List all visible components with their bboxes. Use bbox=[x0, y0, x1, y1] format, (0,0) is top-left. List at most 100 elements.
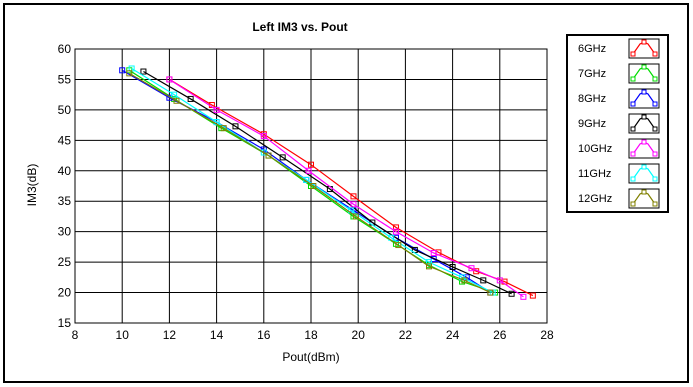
data-point bbox=[260, 133, 267, 140]
x-tick-label: 10 bbox=[116, 328, 130, 342]
tick-labels: 8 10 12 14 16 18 20 22 24 26 28 15 20 25 30 35 40 45 50 55 6… bbox=[58, 42, 554, 342]
series-line bbox=[169, 78, 534, 297]
plot-area-border bbox=[74, 48, 548, 324]
legend-swatch bbox=[628, 138, 660, 159]
data-point bbox=[126, 70, 133, 77]
series-layer bbox=[119, 65, 536, 300]
legend-item-7GHz: 7GHz bbox=[578, 63, 660, 84]
legend-label: 7GHz bbox=[578, 68, 606, 80]
data-point bbox=[220, 125, 227, 132]
x-tick-label: 20 bbox=[352, 328, 366, 342]
series-11GHz bbox=[128, 65, 496, 296]
data-point bbox=[496, 277, 503, 284]
legend-item-6GHz: 6GHz bbox=[578, 38, 660, 59]
x-tick-label: 18 bbox=[304, 328, 318, 342]
data-point bbox=[430, 249, 437, 256]
legend-item-11GHz: 11GHz bbox=[578, 163, 660, 184]
series-line bbox=[128, 72, 491, 294]
data-point bbox=[310, 183, 317, 189]
series-10GHz bbox=[166, 76, 527, 300]
legend-label: 10GHz bbox=[578, 143, 612, 155]
legend-marker bbox=[630, 76, 636, 82]
x-tick-label: 8 bbox=[72, 328, 79, 342]
y-tick-label: 45 bbox=[58, 133, 72, 147]
x-axis-title: Pout(dBm) bbox=[282, 350, 339, 364]
data-point bbox=[468, 265, 475, 272]
legend-swatch bbox=[628, 113, 660, 134]
legend-swatch bbox=[628, 163, 660, 184]
data-point bbox=[529, 292, 536, 299]
data-point bbox=[140, 68, 147, 75]
y-tick-label: 40 bbox=[58, 164, 72, 178]
y-tick-label: 15 bbox=[58, 316, 72, 330]
legend-marker bbox=[630, 51, 636, 57]
data-point bbox=[520, 293, 527, 300]
y-tick-label: 50 bbox=[58, 103, 72, 117]
legend-item-12GHz: 12GHz bbox=[578, 188, 660, 209]
data-point bbox=[173, 97, 180, 104]
legend-item-9GHz: 9GHz bbox=[578, 113, 660, 134]
legend-swatch bbox=[628, 188, 660, 209]
x-tick-label: 14 bbox=[210, 328, 224, 342]
legend-label: 11GHz bbox=[578, 168, 611, 180]
series-12GHz bbox=[126, 70, 494, 296]
legend-marker bbox=[641, 139, 647, 145]
data-point bbox=[392, 224, 399, 231]
y-tick-label: 60 bbox=[58, 42, 72, 56]
legend-marker bbox=[652, 101, 658, 107]
data-point bbox=[352, 213, 359, 220]
legend-marker bbox=[641, 189, 647, 195]
y-tick-label: 30 bbox=[58, 225, 72, 239]
legend-marker bbox=[630, 201, 636, 207]
x-tick-label: 28 bbox=[540, 328, 554, 342]
data-point bbox=[426, 263, 432, 270]
data-point bbox=[395, 242, 402, 249]
series-line bbox=[169, 78, 524, 298]
legend-marker bbox=[652, 201, 658, 207]
legend-item-8GHz: 8GHz bbox=[578, 88, 660, 109]
data-point bbox=[232, 123, 239, 130]
legend-swatch bbox=[628, 88, 660, 109]
legend-swatch bbox=[628, 38, 660, 59]
y-tick-label: 55 bbox=[58, 72, 72, 86]
legend-label: 12GHz bbox=[578, 193, 612, 205]
legend-label: 6GHz bbox=[578, 43, 606, 55]
x-tick-label: 22 bbox=[399, 328, 413, 342]
chart-title: Left IM3 vs. Pout bbox=[252, 20, 347, 34]
data-point bbox=[508, 290, 515, 297]
legend-marker bbox=[652, 76, 658, 82]
data-point bbox=[265, 152, 272, 159]
data-point bbox=[308, 161, 314, 168]
series-7GHz bbox=[126, 67, 499, 296]
legend-marker bbox=[652, 151, 658, 157]
y-tick-label: 20 bbox=[58, 286, 72, 300]
data-point bbox=[171, 91, 178, 98]
data-point bbox=[350, 193, 357, 200]
data-point bbox=[350, 201, 357, 208]
legend-label: 9GHz bbox=[578, 118, 606, 130]
legend-marker bbox=[652, 126, 658, 132]
x-tick-label: 24 bbox=[446, 328, 460, 342]
y-axis-title: IM3(dB) bbox=[25, 164, 39, 207]
y-tick-label: 25 bbox=[58, 255, 72, 269]
legend-marker bbox=[630, 151, 636, 157]
data-point bbox=[449, 263, 456, 270]
legend-marker bbox=[641, 114, 647, 120]
series-line bbox=[131, 67, 493, 294]
data-point bbox=[187, 95, 194, 102]
legend-marker bbox=[630, 101, 636, 107]
data-point bbox=[305, 167, 312, 174]
x-tick-label: 12 bbox=[163, 328, 177, 342]
data-point bbox=[392, 228, 399, 235]
legend-marker bbox=[652, 176, 658, 182]
legend-marker bbox=[641, 164, 647, 170]
x-tick-label: 26 bbox=[493, 328, 507, 342]
data-point bbox=[260, 149, 267, 156]
data-point bbox=[119, 67, 126, 74]
legend-marker bbox=[630, 126, 636, 132]
data-point bbox=[279, 154, 286, 161]
series-line bbox=[143, 71, 512, 295]
data-point bbox=[480, 277, 487, 284]
legend-swatch bbox=[628, 63, 660, 84]
